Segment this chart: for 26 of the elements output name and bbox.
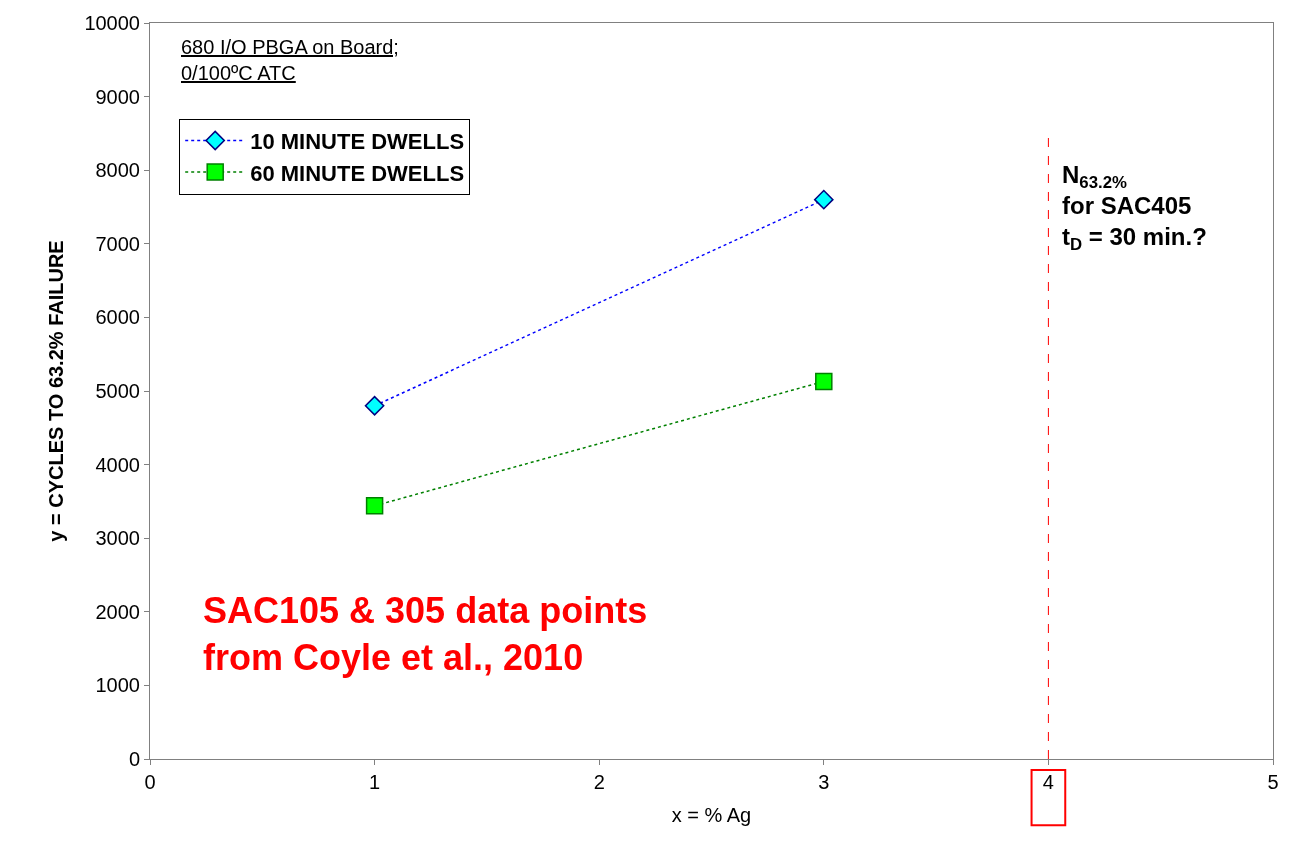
annotation: N$_{63.2%}$ for SAC405 t$_{D}$ = 30 min.? [1062,161,1207,255]
point [365,497,384,515]
x-tick-label: 1 [369,771,381,793]
y-tick-label: 8000 [95,159,140,182]
y-tick-label: 2000 [95,600,140,623]
y-tick-label: 10000 [84,12,140,34]
y-tick-label: 6000 [95,306,140,329]
y-tick-label: 1000 [95,674,140,697]
y-tick-label: 7000 [95,232,140,255]
y-tick-label: 3000 [95,527,140,550]
x-tick-label: 5 [1267,771,1279,793]
y-tick-label: 9000 [95,85,140,108]
annotation: SAC105 & 305 data points from Coyle et al., 2010 [203,590,648,678]
point [815,372,833,391]
x-tick-label: 4 [1042,771,1054,793]
x-axis-title: x = % Ag [671,803,752,826]
y-axis-title: y = CYCLES TO 63.2% FAILURE [44,240,67,542]
x-tick-label: 0 [144,771,156,793]
y-tick-label: 4000 [95,453,140,476]
y-tick-label: 0 [128,748,140,770]
x-tick-label: 2 [593,771,605,793]
text: 680 I/O PBGA on Board; 0/100ºC ATC [181,36,399,84]
x-tick-label: 3 [818,771,830,793]
legend-label: 10 MINUTE DWELLS [250,129,465,155]
y-tick-label: 5000 [95,380,140,402]
legend-label: 60 MINUTE DWELLS [250,160,465,186]
